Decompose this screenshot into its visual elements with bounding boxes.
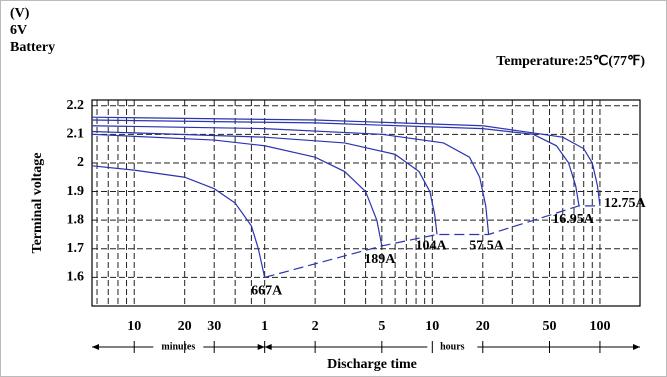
corner-label: 6V [10,23,27,38]
x-tick-label: 1 [261,319,268,334]
line [91,133,383,247]
x-tick-label: 10 [425,319,439,334]
series-label: 16.95A [552,212,595,227]
span-label: hours [440,341,465,352]
corner-label: (V) [10,6,30,21]
x-tick-label: 20 [476,319,490,334]
plot-border [91,99,641,307]
arrow-head [92,344,99,350]
x-axis-label: Discharge time [327,357,417,372]
x-tick-label: 30 [207,319,221,334]
span-label: minutes [161,341,195,352]
line [91,130,438,235]
line [91,116,601,206]
y-tick-label: 2.1 [67,127,85,142]
y-tick-label: 1.6 [67,270,85,285]
series-label: 667A [251,284,283,299]
arrow-head [257,344,265,350]
line [91,165,266,278]
annotation: Temperature:25℃(77℉) [496,54,645,69]
x-tick-label: 100 [589,319,610,334]
line [91,119,580,206]
arrow-head [633,344,640,350]
y-tick-label: 1.8 [67,212,85,227]
series-label: 12.75A [604,196,647,211]
end-voltage-line [264,205,600,278]
x-tick-label: 2 [312,319,319,334]
x-tick-label: 5 [378,319,385,334]
y-tick-label: 2.2 [67,98,85,113]
y-tick-label: 1.7 [67,241,85,256]
x-tick-label: 10 [127,319,141,334]
series-label: 104A [415,239,447,254]
line [91,125,490,235]
x-tick-label: 50 [542,319,556,334]
y-tick-label: 1.9 [67,184,85,199]
arrow-head [264,344,272,350]
x-tick-label: 20 [178,319,192,334]
y-axis-label: Terminal voltage [30,153,45,254]
corner-label: Battery [10,40,55,55]
y-tick-label: 2 [77,155,84,170]
series-label: 189A [364,252,396,267]
series-label: 57.5A [469,239,505,254]
